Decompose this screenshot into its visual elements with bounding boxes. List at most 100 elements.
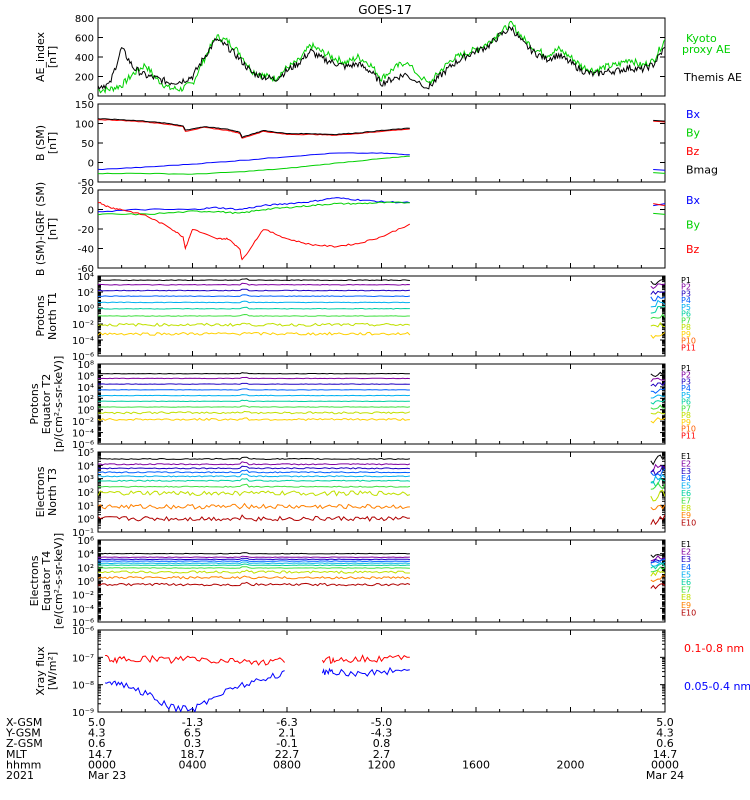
channel-line-segment <box>650 454 665 466</box>
y-tick-label: 200 <box>75 73 94 84</box>
channel-line-segment <box>650 481 665 490</box>
y-axis-label: ProtonsEquator T2[p/(cm²-s-sr-keV)] <box>28 356 65 453</box>
legend-entry: P11 <box>681 431 696 440</box>
series-line-segment <box>653 119 665 122</box>
x-row-value: 0000 <box>88 758 116 771</box>
legend-entry: Bz <box>686 243 700 256</box>
legend-entry: P5 <box>681 303 691 312</box>
panel-data <box>98 118 665 175</box>
channel-line <box>98 478 411 482</box>
y-tick-label: 10⁻⁶ <box>72 440 94 451</box>
x-row-label: hhmm <box>6 758 41 771</box>
y-tick-label: -20 <box>78 225 94 236</box>
legend-entry: P4 <box>681 384 691 393</box>
y-axis-label: Xray flux[W/m²] <box>34 646 59 696</box>
panel-frame <box>97 103 666 183</box>
channel-line-segment <box>650 504 665 511</box>
x-row-value: -4.3 <box>371 727 392 740</box>
y-tick-label: 10³ <box>77 475 94 486</box>
legend-entry: P5 <box>681 391 691 400</box>
channel-line-segment <box>650 299 665 308</box>
channel-line <box>98 376 410 380</box>
legend-kyoto: Kyoto proxy AE <box>682 32 731 56</box>
channel-line-segment <box>650 489 665 502</box>
y-tick-label: 10² <box>77 488 94 499</box>
y-tick-label: 10⁰ <box>77 406 94 417</box>
channel-line <box>98 372 410 375</box>
x-row-label: Z-GSM <box>6 737 43 750</box>
channel-line-segment <box>650 305 665 314</box>
channel-line <box>98 294 411 298</box>
legend-entry: 0.1-0.8 nm <box>684 642 744 655</box>
x-row-value: 14.7 <box>653 748 678 761</box>
legend-entry: E8 <box>681 593 691 602</box>
legend-entry: E10 <box>681 608 696 617</box>
channel-line <box>98 502 410 510</box>
legend-entry: E5 <box>681 570 691 579</box>
y-tick-label: 10⁻⁴ <box>72 336 94 347</box>
y-axis-label: B (SM)[nT] <box>34 125 59 161</box>
x-row-value: 0.8 <box>373 737 391 750</box>
channel-line-segment <box>650 279 665 286</box>
panel-7: 10⁻⁶ 10⁻⁴ 10⁻² 10⁰ 10² 10⁴ 10⁶ ElectronsEquator… <box>28 533 696 629</box>
legend-entry: P1 <box>681 364 691 373</box>
y-tick-label: 10⁸ <box>77 360 94 371</box>
legend-entry: E2 <box>681 548 691 557</box>
x-row-label: MLT <box>6 748 27 761</box>
channel-line-segment <box>650 477 665 488</box>
x-row-value: 0.3 <box>184 737 202 750</box>
series-line <box>105 666 410 712</box>
channel-line-segment <box>650 394 665 399</box>
y-tick-label: 10⁶ <box>77 536 94 547</box>
channel-line <box>98 322 411 327</box>
channel-line-segment <box>650 404 665 410</box>
y-tick-label: 20 <box>81 186 94 197</box>
channel-line <box>98 575 411 580</box>
y-tick-label: 10⁰ <box>77 515 94 526</box>
channel-line <box>98 394 410 397</box>
channel-line-segment <box>650 283 665 290</box>
y-tick-label: 100 <box>75 120 94 131</box>
x-row-value: 0.6 <box>88 737 106 750</box>
y-tick-label: -60 <box>78 264 94 275</box>
legend-entry: E3 <box>681 555 691 564</box>
panel-data <box>98 551 665 590</box>
legend-entry: Bx <box>686 108 701 121</box>
y-tick-label: 10² <box>77 394 94 405</box>
channel-line <box>98 483 411 488</box>
legend-entry: P6 <box>681 398 691 407</box>
y-tick-label: 10² <box>77 288 94 299</box>
y-tick-label: 10⁻⁹ <box>72 708 94 719</box>
channel-line <box>98 313 410 317</box>
y-tick-label: 10⁻⁸ <box>72 681 94 692</box>
channel-line-segment <box>650 371 665 378</box>
y-tick-label: 0 <box>88 92 94 103</box>
y-tick-label: 10⁻⁴ <box>72 604 94 615</box>
channel-line <box>98 559 410 562</box>
channel-line-segment <box>650 382 665 388</box>
legend-entry: P11 <box>681 343 696 352</box>
series-line <box>98 25 665 90</box>
series-line <box>98 201 411 261</box>
legend-entry: E7 <box>681 496 691 505</box>
y-tick-label: 10⁰ <box>77 577 94 588</box>
x-row-value: 6.5 <box>184 727 202 740</box>
legend-entry: P7 <box>681 404 691 413</box>
legend-entry: E6 <box>681 489 691 498</box>
x-row-value: 22.7 <box>275 748 300 761</box>
legend-entry: E6 <box>681 578 691 587</box>
series-line-segment <box>653 172 665 174</box>
y-tick-label: 10⁻² <box>72 320 94 331</box>
x-row-value: 5.0 <box>656 716 674 729</box>
legend-entry: E2 <box>681 459 691 468</box>
series-line-segment <box>653 212 665 215</box>
channel-line-segment <box>650 399 665 405</box>
channel-line-segment <box>650 313 665 319</box>
series-line <box>105 654 410 666</box>
y-axis-label: ElectronsNorth T3 <box>34 466 59 517</box>
channel-line <box>98 581 411 587</box>
legend-entry: E8 <box>681 504 691 513</box>
legend-entry: P6 <box>681 310 691 319</box>
panel-2: -50 0 50 100 150 B (SM)[nT] Bx By Bz Bmag <box>34 100 718 189</box>
y-tick-label: 10⁴ <box>77 461 94 472</box>
